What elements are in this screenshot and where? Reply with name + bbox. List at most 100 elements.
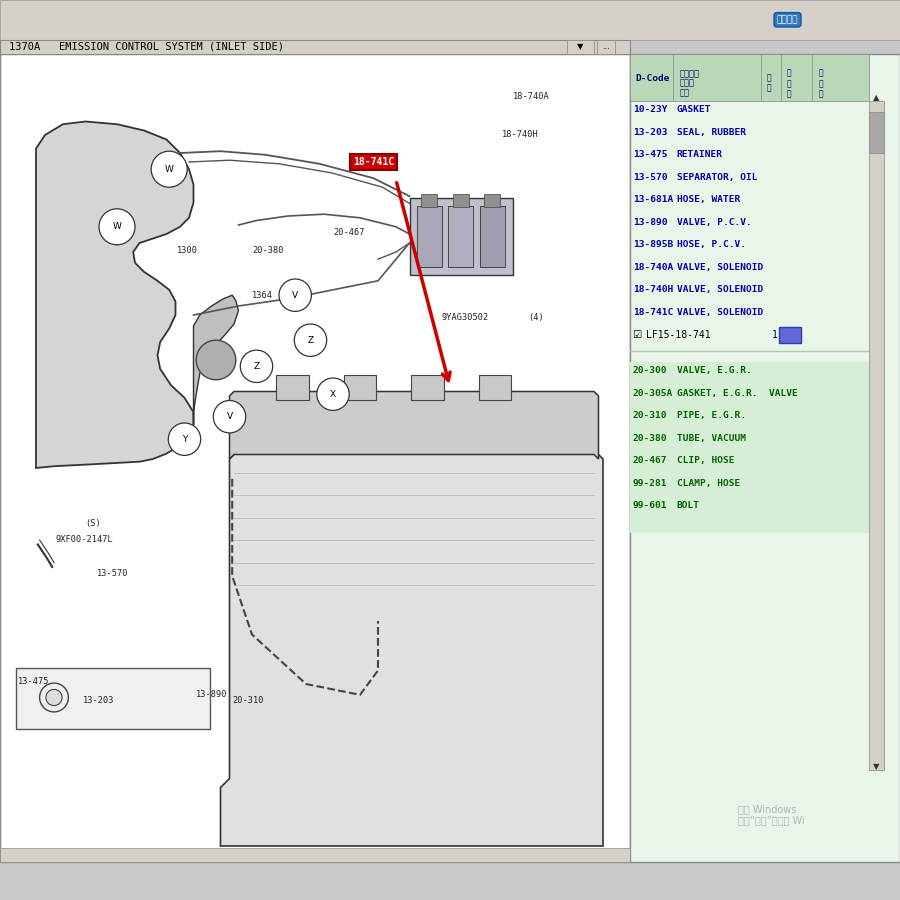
Text: 20-380: 20-380 [633, 434, 667, 443]
Text: 99-281: 99-281 [633, 479, 667, 488]
Text: VALVE, SOLENOID: VALVE, SOLENOID [677, 285, 763, 294]
Text: 20-310: 20-310 [633, 411, 667, 420]
Text: 9XF00-2147L: 9XF00-2147L [56, 536, 113, 544]
Text: 13-475: 13-475 [633, 150, 667, 159]
Text: ☑: ☑ [632, 329, 641, 340]
Bar [448, 206, 473, 267]
Polygon shape [220, 450, 603, 846]
Bar [0, 848, 630, 862]
Bar [453, 194, 469, 207]
Text: BOLT: BOLT [677, 501, 700, 510]
Circle shape [213, 400, 246, 433]
Text: 13-203: 13-203 [633, 128, 667, 137]
Text: HOSE, WATER: HOSE, WATER [677, 195, 740, 204]
Text: 13-681A: 13-681A [633, 195, 673, 204]
Text: VALVE, SOLENOID: VALVE, SOLENOID [677, 263, 763, 272]
Circle shape [279, 279, 311, 311]
Text: 20-305A: 20-305A [633, 389, 673, 398]
Text: 18-740A: 18-740A [633, 263, 673, 272]
Bar [276, 375, 309, 401]
Bar [869, 101, 884, 770]
Text: 部件号: 部件号 [680, 78, 695, 87]
Bar [16, 668, 210, 729]
Text: 13-890: 13-890 [196, 690, 228, 699]
Text: Y: Y [182, 435, 187, 444]
Text: 13-570: 13-570 [633, 173, 667, 182]
Text: W: W [112, 222, 122, 231]
Text: VALVE, SOLENOID: VALVE, SOLENOID [677, 308, 763, 317]
Text: 说明: 说明 [680, 88, 689, 97]
Bar [480, 206, 505, 267]
Text: ▼: ▼ [873, 762, 880, 771]
Bar [0, 0, 900, 40]
Text: 18-740H: 18-740H [502, 130, 539, 139]
Text: X: X [330, 390, 336, 399]
Text: GASKET: GASKET [677, 105, 711, 114]
Text: 激活 Windows
转到“设置”以激活 Wi: 激活 Windows 转到“设置”以激活 Wi [738, 804, 805, 825]
Text: 13-570: 13-570 [97, 569, 129, 578]
Text: CLIP, HOSE: CLIP, HOSE [677, 456, 734, 465]
Text: 部件名称: 部件名称 [680, 69, 699, 78]
Text: 13-203: 13-203 [83, 696, 114, 705]
Text: 拍摄上传: 拍摄上传 [777, 15, 798, 24]
Text: ▼: ▼ [577, 42, 584, 51]
Bar [0, 54, 630, 862]
Text: 1: 1 [772, 329, 778, 340]
Text: V: V [227, 412, 232, 421]
Text: 信
息
。: 信 息 。 [819, 68, 824, 99]
Text: ▲: ▲ [873, 93, 880, 102]
Text: LF15-18-741: LF15-18-741 [646, 329, 711, 340]
Text: 18-741C: 18-741C [353, 157, 394, 167]
Text: (4): (4) [528, 313, 544, 322]
Bar [417, 206, 442, 267]
Text: SEPARATOR, OIL: SEPARATOR, OIL [677, 173, 757, 182]
Text: 1364: 1364 [252, 291, 273, 300]
Text: Z: Z [254, 362, 259, 371]
Text: SEAL, RUBBER: SEAL, RUBBER [677, 128, 746, 137]
Text: RETAINER: RETAINER [677, 150, 723, 159]
Bar [410, 198, 513, 274]
Text: 13-475: 13-475 [18, 677, 50, 686]
Text: W: W [165, 165, 174, 174]
Text: 99-601: 99-601 [633, 501, 667, 510]
Circle shape [294, 324, 327, 356]
Circle shape [46, 689, 62, 706]
Text: 20-467: 20-467 [633, 456, 667, 465]
Text: CLAMP, HOSE: CLAMP, HOSE [677, 479, 740, 488]
Text: PIPE, E.G.R.: PIPE, E.G.R. [677, 411, 746, 420]
Text: VALVE, P.C.V.: VALVE, P.C.V. [677, 218, 751, 227]
Text: 1300: 1300 [177, 246, 198, 255]
Polygon shape [230, 392, 598, 459]
Text: Z: Z [308, 336, 313, 345]
Text: GASKET, E.G.R.  VALVE: GASKET, E.G.R. VALVE [677, 389, 797, 398]
Bar [567, 40, 594, 54]
Text: VALVE, E.G.R.: VALVE, E.G.R. [677, 366, 751, 375]
Circle shape [317, 378, 349, 410]
Bar [344, 375, 376, 401]
Text: TUBE, VACUUM: TUBE, VACUUM [677, 434, 746, 443]
Text: 18-741C: 18-741C [633, 308, 673, 317]
Polygon shape [36, 122, 194, 468]
Circle shape [99, 209, 135, 245]
Text: 数
量: 数 量 [767, 73, 771, 93]
Bar [630, 54, 868, 101]
Text: 13-890: 13-890 [633, 218, 667, 227]
Text: 13-895B: 13-895B [633, 240, 673, 249]
Text: (S): (S) [86, 519, 101, 528]
Text: ...: ... [602, 42, 609, 51]
Text: HOSE, P.C.V.: HOSE, P.C.V. [677, 240, 746, 249]
Text: 18-740A: 18-740A [513, 92, 550, 101]
Circle shape [168, 423, 201, 455]
Text: 20-380: 20-380 [252, 246, 284, 255]
Bar [869, 112, 884, 153]
Bar [0, 40, 630, 54]
Text: V: V [292, 291, 298, 300]
Bar [411, 375, 444, 401]
Bar [479, 375, 511, 401]
Text: 订
购
数: 订 购 数 [787, 68, 791, 99]
Text: 9YAG30502: 9YAG30502 [441, 313, 488, 322]
Text: 20-310: 20-310 [232, 696, 264, 705]
Bar [597, 40, 615, 54]
Bar [630, 54, 900, 862]
Text: D-Code: D-Code [635, 74, 670, 83]
